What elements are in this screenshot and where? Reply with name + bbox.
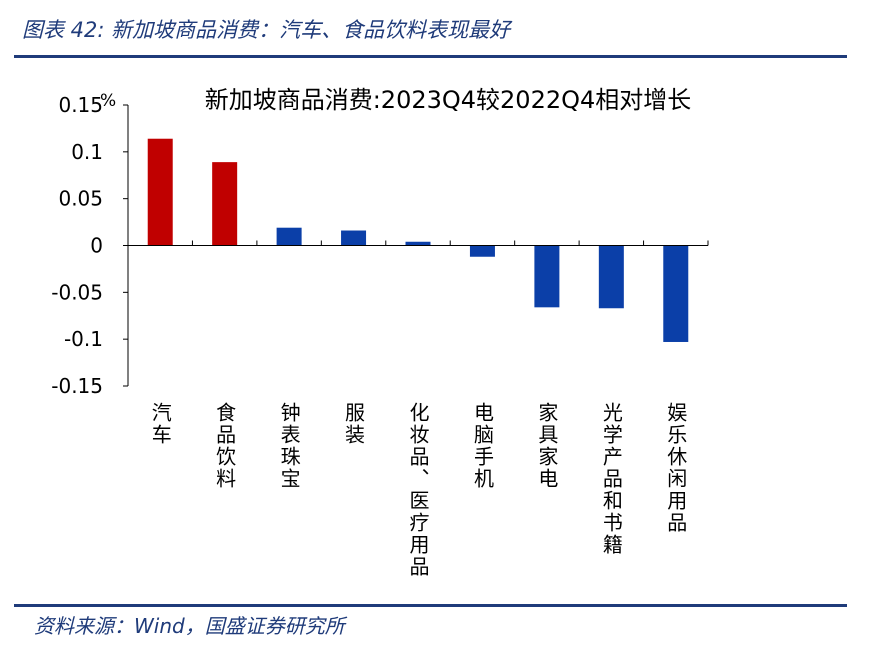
- bar: [276, 227, 302, 246]
- x-tick-label: 钟表珠宝: [277, 402, 301, 490]
- y-tick-label: 0: [90, 234, 103, 258]
- bars: [147, 138, 689, 342]
- bar: [534, 245, 560, 308]
- bar: [663, 245, 689, 342]
- y-tick-label: 0.05: [58, 187, 103, 211]
- x-tick-label: 家具家电: [535, 402, 559, 490]
- source-note: 资料来源：Wind，国盛证券研究所: [34, 614, 345, 638]
- x-tick-label: 汽车: [148, 402, 172, 446]
- y-tick-label: 0.1: [71, 140, 103, 164]
- top-rule: [14, 55, 847, 58]
- bar: [341, 230, 367, 246]
- y-tick-label: 0.15: [58, 93, 103, 117]
- x-tick-label: 服装: [342, 402, 366, 446]
- bottom-rule: [14, 604, 847, 607]
- bar: [598, 245, 624, 309]
- x-tick-labels: 汽车 食品饮料 钟表珠宝 服装 化妆品、医疗用品 电脑手机 家具家电 光学产品和书籍 娱乐休闲用…: [148, 402, 688, 578]
- x-tick-label: 电脑手机: [470, 402, 494, 490]
- x-tick-label: 食品饮料: [213, 402, 237, 490]
- x-tick-label: 娱乐休闲用品: [664, 402, 688, 534]
- y-tick-label: -0.1: [64, 327, 103, 351]
- x-tick-label: 光学产品和书籍: [599, 402, 623, 556]
- y-axis: 0.15 0.1 0.05 0 -0.05 -0.1 -0.15: [51, 93, 129, 398]
- chart-title: 新加坡商品消费:2023Q4较2022Q4相对增长: [205, 86, 692, 114]
- bar: [147, 138, 173, 246]
- figure-title: 图表 42: 新加坡商品消费：汽车、食品饮料表现最好: [22, 18, 511, 42]
- bar: [212, 162, 238, 246]
- bar: [469, 245, 495, 257]
- x-tick-label: 化妆品、医疗用品: [406, 402, 430, 578]
- y-tick-label: -0.05: [51, 280, 103, 304]
- y-unit-label: %: [100, 91, 116, 111]
- x-axis: [127, 240, 709, 246]
- y-tick-label: -0.15: [51, 374, 103, 398]
- bar: [405, 241, 431, 246]
